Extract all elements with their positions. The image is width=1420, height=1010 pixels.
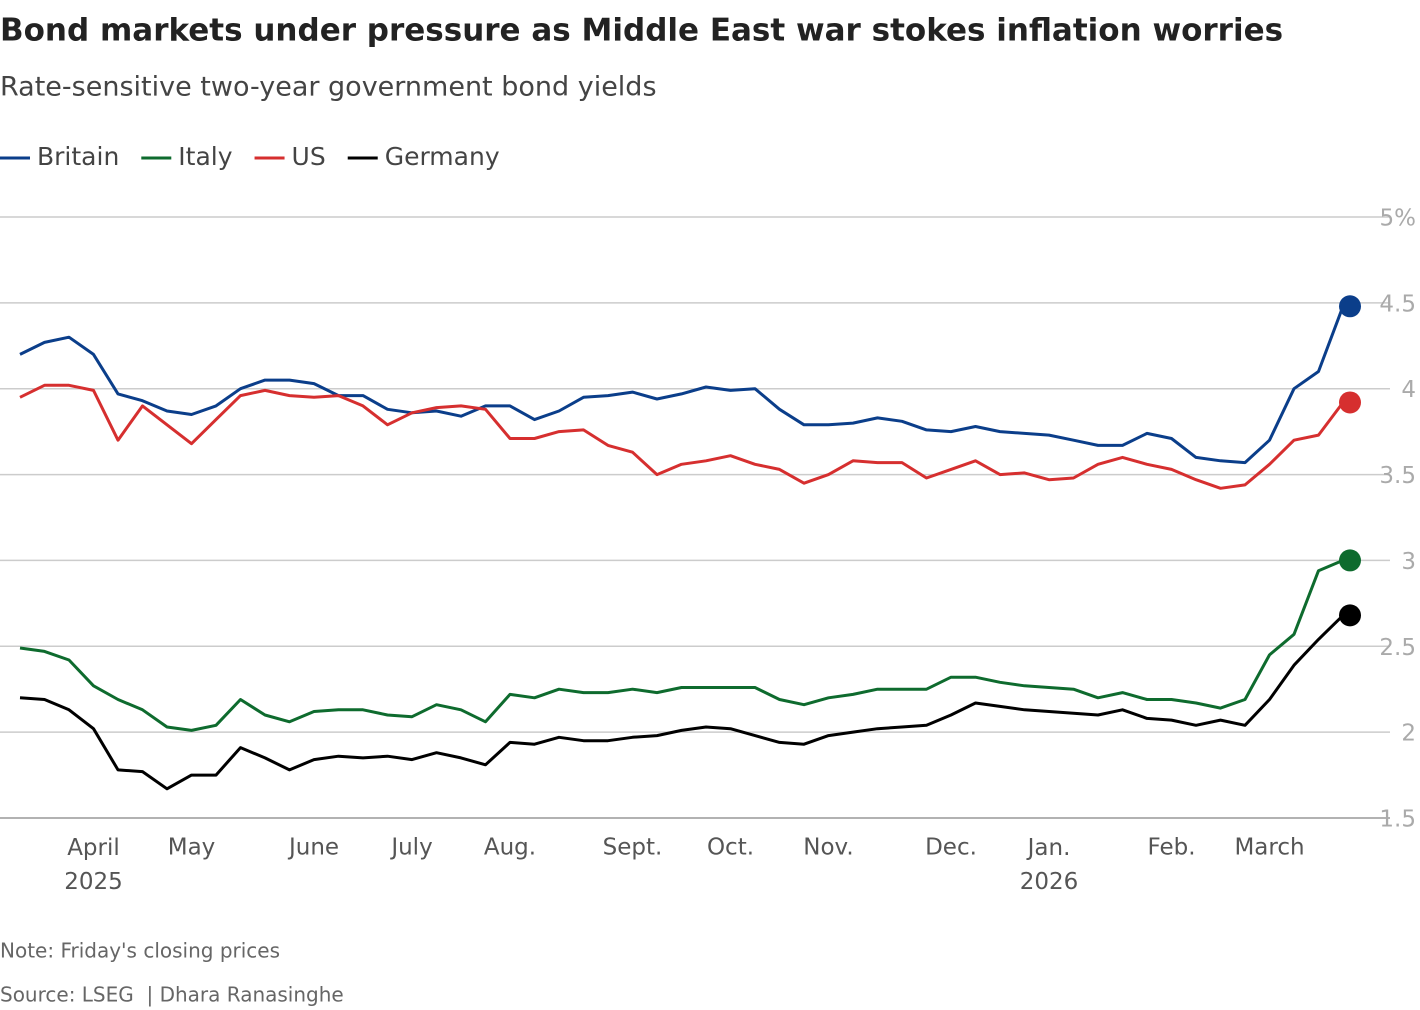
end-dot [1339, 549, 1361, 572]
note: Note: Friday's closing prices [0, 939, 280, 963]
source: Source: LSEG | Dhara Ranasinghe [0, 983, 344, 1007]
legend-label: Germany [385, 142, 500, 171]
chart-subtitle: Rate-sensitive two-year government bond … [0, 72, 657, 103]
x-tick-label: Sept. [603, 835, 663, 861]
x-tick-label: Aug. [484, 835, 536, 861]
series-line [19, 383, 1345, 490]
x-tick-label: Dec. [925, 835, 977, 861]
y-tick-label: 4.5 [1379, 291, 1416, 317]
legend-label: Britain [37, 142, 119, 171]
y-tick-label: 4 [1401, 377, 1416, 403]
chart-title: Bond markets under pressure as Middle Ea… [0, 13, 1283, 49]
y-tick-label: 2 [1401, 721, 1416, 747]
series-line [19, 305, 1345, 465]
x-tick-label: May [168, 835, 216, 861]
end-dot [1339, 295, 1361, 318]
x-tick-label: Nov. [803, 835, 853, 861]
x-tick-label: June [287, 835, 339, 861]
y-tick-label: 5% [1380, 206, 1417, 232]
x-tick-label: Oct. [707, 835, 754, 861]
x-tick-label: Jan. 2026 [1020, 835, 1079, 895]
x-tick-label: July [389, 835, 432, 861]
y-tick-label: 3 [1401, 549, 1416, 575]
y-tick-label: 2.5 [1379, 635, 1416, 661]
x-tick-label: March [1234, 835, 1304, 861]
series-line [19, 559, 1344, 732]
legend-label: Italy [178, 142, 232, 171]
x-tick-label: April 2025 [64, 835, 123, 895]
y-tick-label: 1.5 [1379, 807, 1416, 833]
series-line [19, 614, 1345, 791]
end-dot [1339, 604, 1361, 627]
y-tick-label: 3.5 [1379, 463, 1416, 489]
end-dot [1339, 391, 1361, 414]
legend-label: US [292, 142, 326, 171]
x-tick-label: Feb. [1147, 835, 1195, 861]
